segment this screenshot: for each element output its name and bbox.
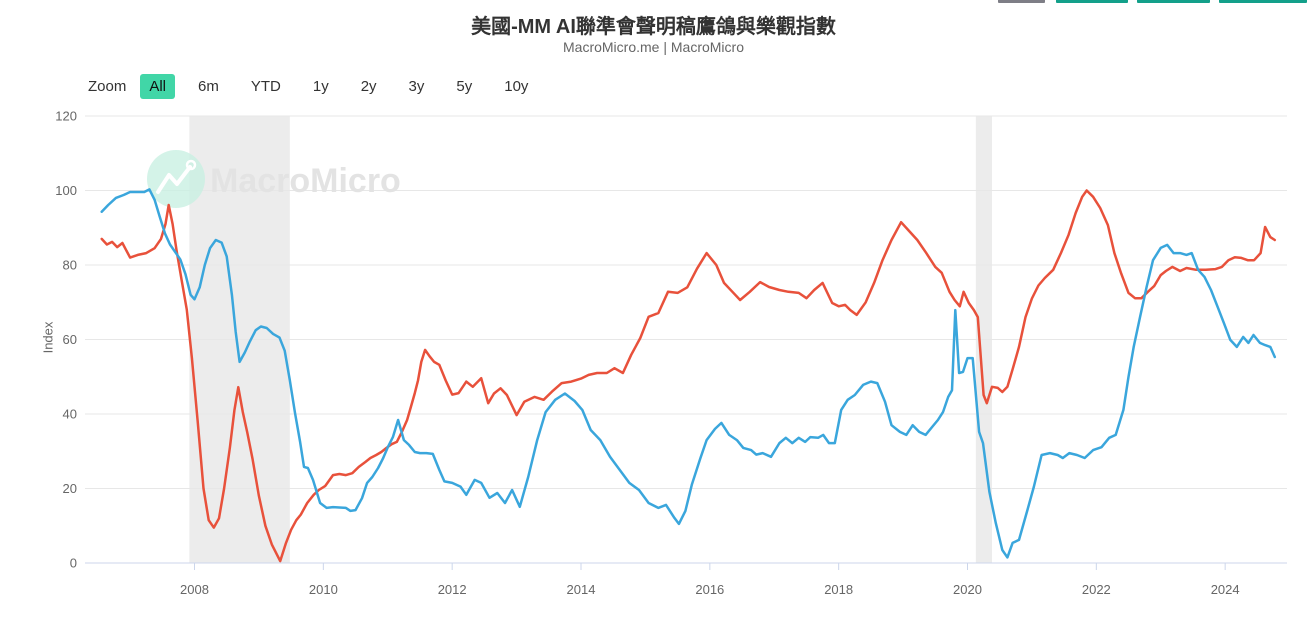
x-tick-label: 2014: [567, 582, 596, 597]
x-tick-label: 2022: [1082, 582, 1111, 597]
x-tick-label: 2010: [309, 582, 338, 597]
x-tick-label: 2012: [438, 582, 467, 597]
macromicro-logo-zigzag: [156, 165, 192, 194]
y-tick-label: 20: [63, 481, 77, 496]
range-button-2y[interactable]: 2y: [360, 78, 377, 95]
zoom-label: Zoom: [88, 78, 127, 95]
x-tick-label: 2018: [824, 582, 853, 597]
x-tick-label: 2020: [953, 582, 982, 597]
series-line-optimism-index-blue[interactable]: [100, 188, 1277, 559]
range-button-10y[interactable]: 10y: [504, 78, 529, 95]
macromicro-logo-dot: [185, 159, 197, 171]
cropped-header-button-1[interactable]: [998, 0, 1045, 3]
macromicro-logo-icon: [147, 150, 205, 208]
range-button-1y[interactable]: 1y: [312, 78, 329, 95]
range-button-6m[interactable]: 6m: [198, 78, 219, 95]
y-tick-label: 40: [63, 407, 77, 422]
x-tick-label: 2008: [180, 582, 209, 597]
watermark-text: MacroMicro: [210, 162, 401, 200]
y-tick-label: 80: [63, 258, 77, 273]
x-tick-label: 2016: [695, 582, 724, 597]
y-tick-label: 120: [55, 109, 77, 124]
range-button-all[interactable]: All: [140, 74, 176, 99]
watermark: MacroMicro: [147, 150, 401, 208]
range-button-3y[interactable]: 3y: [408, 78, 425, 95]
y-tick-label: 0: [70, 556, 77, 571]
y-tick-label: 60: [63, 332, 77, 347]
cropped-header-button-3[interactable]: [1137, 0, 1210, 3]
range-button-ytd[interactable]: YTD: [250, 78, 281, 95]
cropped-header-button-2[interactable]: [1056, 0, 1128, 3]
range-button-5y[interactable]: 5y: [456, 78, 473, 95]
y-tick-label: 100: [55, 183, 77, 198]
series-line-hawk-dove-index-red[interactable]: [100, 189, 1277, 563]
chart-subtitle: MacroMicro.me | MacroMicro: [563, 39, 744, 55]
cropped-header-button-4[interactable]: [1219, 0, 1307, 3]
range-selector-toolbar: Zoom All 6m YTD 1y 2y 3y 5y 10y: [88, 74, 537, 99]
x-tick-label: 2024: [1211, 582, 1240, 597]
chart-title: 美國-MM AI聯準會聲明稿鷹鴿與樂觀指數: [471, 16, 836, 38]
